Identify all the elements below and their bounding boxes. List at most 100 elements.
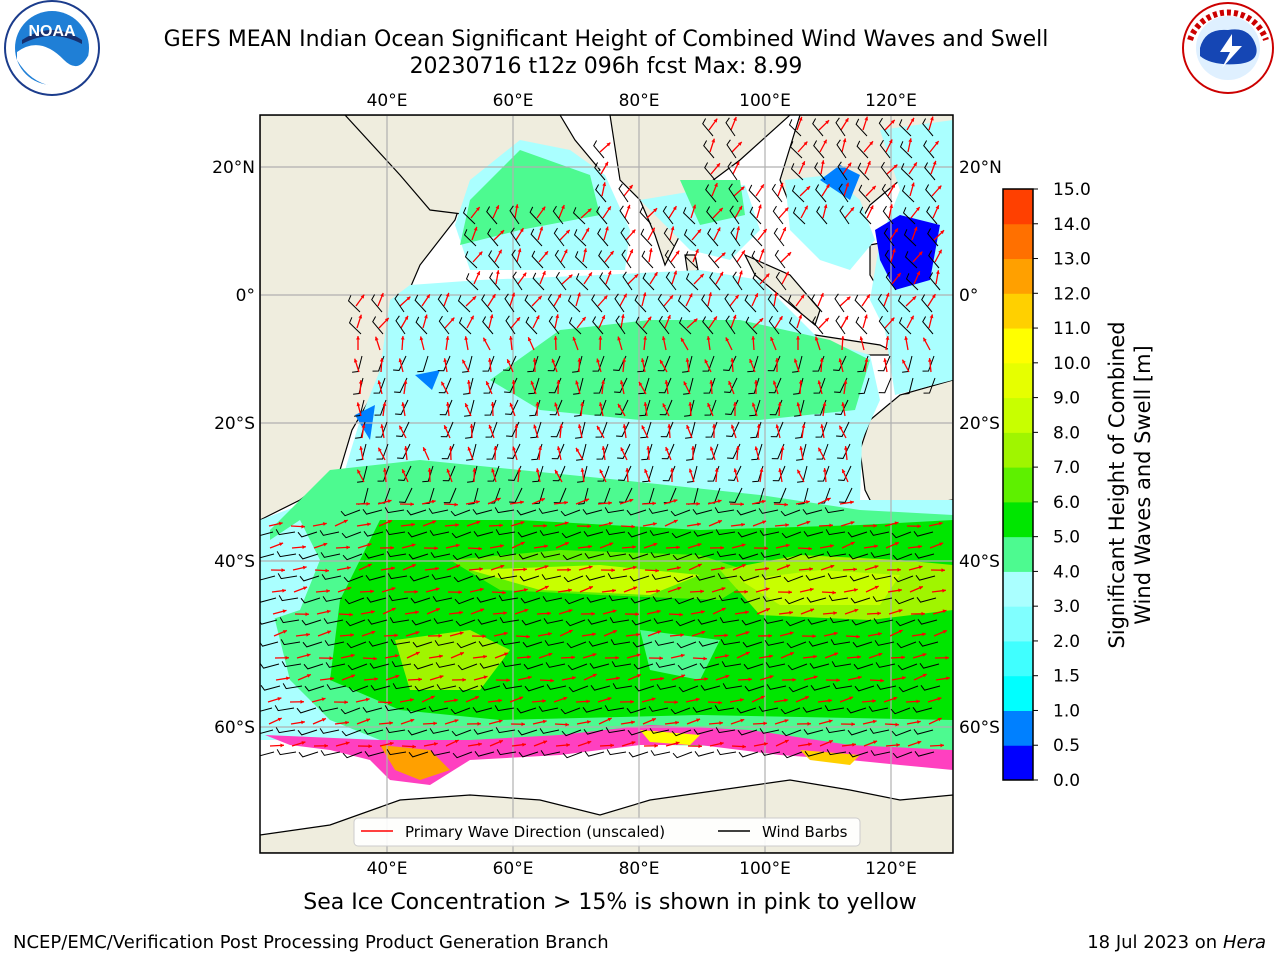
lat-tick-left: 0°	[236, 286, 255, 306]
wave-arrow-head	[581, 316, 586, 321]
wind-barb	[685, 421, 696, 439]
wave-arrow-head	[826, 497, 831, 502]
wind-barb	[439, 399, 453, 416]
wave-arrow-head	[598, 402, 603, 407]
wave-arrow-head	[809, 587, 814, 592]
wind-barb	[386, 551, 407, 558]
colorbar-tick-label: 0.5	[1053, 736, 1080, 756]
wave-arrow-head	[608, 501, 612, 505]
wind-barb	[373, 377, 386, 394]
wind-barb	[716, 749, 737, 756]
lat-tick-right: 20°N	[959, 158, 1002, 178]
wave-arrow-head	[279, 542, 284, 547]
wave-arrow-head	[327, 630, 332, 635]
wave-arrow-head	[301, 524, 305, 529]
wind-barb	[598, 250, 610, 269]
lat-tick-left: 20°N	[212, 158, 255, 178]
wind-barb	[870, 750, 891, 756]
wave-arrow-head	[384, 317, 389, 322]
wave-arrow-head	[639, 381, 643, 386]
wave-arrow-head	[785, 523, 789, 527]
wind-barb	[687, 465, 698, 483]
wave-arrow-head	[894, 521, 899, 526]
wind-barb	[876, 684, 897, 690]
wave-arrow-head	[303, 586, 308, 591]
wind-barb	[429, 530, 450, 536]
wave-arrow-head	[568, 588, 572, 593]
wind-barb	[704, 162, 716, 181]
wave-arrow-head	[838, 358, 843, 363]
wind-barb	[592, 355, 605, 372]
wind-barb	[582, 509, 603, 515]
wave-arrow-head	[946, 676, 950, 681]
wave-arrow-head	[445, 402, 450, 406]
wave-arrow-head	[571, 655, 575, 660]
wind-barb	[509, 205, 520, 225]
wind-barb	[650, 552, 671, 558]
wave-arrow-head	[390, 545, 394, 550]
wind-barb	[399, 487, 413, 503]
wave-arrow-head	[488, 424, 493, 429]
wave-arrow-head	[760, 248, 765, 253]
wave-arrow-head	[676, 566, 681, 570]
wind-barb	[768, 377, 782, 394]
wave-arrow-head	[475, 206, 480, 211]
wind-barb	[363, 729, 384, 735]
wind-barb	[854, 685, 875, 692]
wave-arrow-head	[445, 336, 450, 340]
wind-barb	[302, 641, 323, 648]
wave-arrow-head	[367, 543, 372, 547]
wind-barb	[604, 507, 625, 514]
wind-barb	[736, 707, 757, 714]
wind-barb	[739, 575, 760, 582]
wave-arrow-head	[345, 720, 349, 725]
wind-barb	[685, 273, 699, 291]
wind-barb	[622, 271, 633, 291]
wind-barb	[552, 465, 566, 482]
colorbar-segment	[1003, 432, 1033, 468]
wave-arrow-head	[806, 186, 811, 191]
lat-tick-left: 40°S	[214, 552, 255, 572]
wave-arrow-head	[553, 336, 558, 340]
wave-arrow-head	[898, 609, 903, 613]
wind-barb	[918, 641, 939, 647]
wave-arrow-head	[869, 141, 873, 146]
wind-barb	[325, 662, 346, 668]
wave-arrow-head	[586, 720, 591, 724]
wave-arrow-head	[772, 380, 777, 385]
wind-barb	[760, 552, 781, 558]
wind-barb	[450, 707, 471, 715]
wind-barb	[347, 295, 361, 313]
wave-arrow-head	[559, 424, 564, 428]
wave-arrow-head	[568, 629, 573, 634]
wave-arrow-head	[550, 678, 554, 683]
wave-arrow-head	[707, 403, 711, 407]
wind-barb	[792, 207, 806, 225]
wave-arrow-head	[512, 446, 516, 451]
wind-barb	[850, 597, 871, 604]
wind-barb	[830, 639, 851, 646]
wind-barb	[692, 509, 713, 515]
wind-barb	[839, 205, 850, 225]
wind-barb	[503, 355, 517, 371]
wave-arrow-head	[697, 229, 701, 234]
wave-arrow-head	[556, 446, 561, 451]
lat-tick-right: 0°	[959, 286, 978, 306]
wave-arrow-head	[642, 292, 647, 297]
wave-arrow-head	[359, 446, 364, 451]
wind-barb	[298, 553, 319, 560]
wave-arrow-head	[825, 120, 830, 125]
wind-barb	[905, 273, 919, 291]
wind-barb	[763, 618, 784, 624]
wind-barb	[857, 162, 870, 181]
wind-barb	[428, 508, 449, 514]
wave-arrow-head	[537, 295, 542, 300]
colorbar-tick-label: 4.0	[1053, 562, 1080, 582]
wave-arrow-head	[538, 446, 543, 450]
wave-arrow-head	[495, 205, 500, 210]
wave-arrow-head	[351, 674, 356, 679]
wind-barb	[299, 575, 320, 582]
wind-barb	[340, 707, 361, 715]
wave-arrow-head	[935, 270, 940, 275]
wave-arrow-head	[765, 566, 769, 571]
